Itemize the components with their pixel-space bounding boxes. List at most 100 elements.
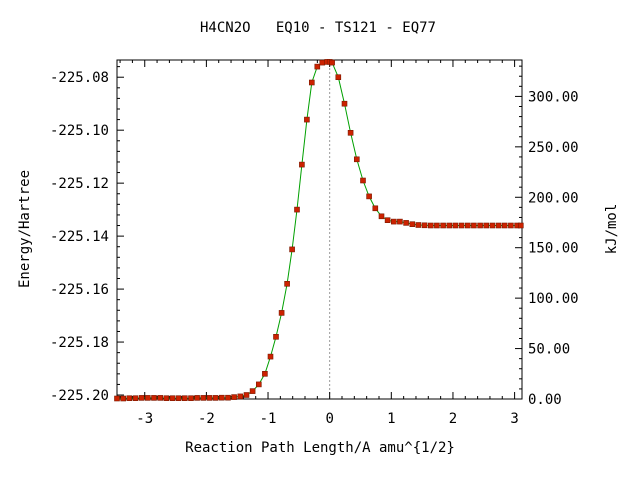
data-point [347, 130, 354, 136]
data-point [353, 156, 360, 163]
x-axis-tick-labels: -3 -2 -1 0 1 2 3 [136, 411, 519, 427]
data-point [138, 395, 145, 401]
data-point [501, 222, 508, 229]
energy-curve [117, 61, 521, 399]
data-point [440, 222, 446, 229]
data-point [188, 395, 194, 402]
x-axis-label: Reaction Path Length/A amu^{1/2} [185, 440, 455, 456]
y2-tick-label: 150.00 [528, 241, 579, 257]
y-axis-tick-labels: -225.08 -225.10 -225.12 -225.14 -225.16 -225.… [50, 70, 109, 404]
data-point [206, 395, 213, 401]
y2-tick-label: 200.00 [528, 190, 579, 206]
y2-tick-label: 100.00 [528, 291, 579, 307]
y2-tick-label: 50.00 [528, 342, 570, 358]
data-point [304, 116, 310, 123]
axis-ticks [117, 60, 522, 400]
data-point [243, 392, 250, 398]
data-point [458, 222, 465, 229]
data-point [360, 177, 366, 184]
data-point [231, 394, 237, 400]
data-point [219, 394, 225, 401]
data-point [126, 395, 133, 402]
y-axis-label: Energy/Hartree [17, 170, 33, 288]
data-point [182, 395, 188, 402]
y2-axis-tick-labels: 300.00 250.00 200.00 150.00 100.00 50.00 0.00 [528, 89, 579, 408]
data-point [372, 205, 379, 212]
data-point [308, 79, 315, 86]
data-point [299, 161, 305, 168]
x-tick-label: 2 [449, 411, 457, 427]
data-point [151, 395, 157, 401]
data-point [415, 222, 422, 228]
data-point [427, 222, 434, 229]
data-point [145, 395, 151, 401]
data-point [175, 395, 182, 402]
data-point [237, 393, 244, 400]
data-point [329, 59, 335, 66]
data-point [434, 222, 440, 229]
data-point [289, 246, 295, 253]
data-point [489, 222, 496, 229]
y-tick-label: -225.08 [50, 70, 109, 86]
data-point [157, 395, 163, 401]
data-point [341, 100, 348, 107]
data-point [314, 63, 321, 70]
data-point [278, 310, 285, 316]
y2-tick-label: 300.00 [528, 89, 579, 105]
y-tick-label: -225.10 [50, 123, 109, 139]
data-point [495, 222, 502, 229]
data-point [132, 395, 139, 402]
data-point [508, 222, 514, 229]
data-point [120, 395, 126, 402]
x-tick-label: -1 [260, 411, 277, 427]
data-point [335, 74, 342, 80]
data-point [114, 395, 120, 402]
data-point [267, 353, 274, 360]
data-point [409, 221, 416, 227]
data-point [517, 222, 524, 229]
data-point [483, 222, 490, 229]
data-point [163, 395, 170, 402]
data-point [294, 206, 300, 213]
data-point [255, 381, 262, 388]
y2-tick-label: 0.00 [528, 392, 562, 408]
y-tick-label: -225.14 [50, 229, 109, 245]
y-tick-label: -225.18 [50, 335, 109, 351]
data-point [446, 222, 453, 229]
data-point [452, 222, 459, 229]
x-tick-label: -2 [198, 411, 215, 427]
data-point [200, 395, 207, 401]
data-point [194, 395, 200, 401]
x-tick-label: 0 [325, 411, 333, 427]
x-tick-label: 3 [510, 411, 518, 427]
y-tick-label: -225.12 [50, 176, 109, 192]
data-point [464, 222, 471, 229]
data-point [284, 280, 290, 287]
data-point [273, 333, 279, 340]
data-point [421, 222, 428, 229]
data-point [262, 370, 268, 377]
data-point [378, 213, 385, 220]
data-point [169, 395, 176, 402]
chart-title: H4CN2O EQ10 - TS121 - EQ77 [200, 20, 436, 36]
data-point [471, 222, 477, 229]
y2-tick-label: 250.00 [528, 140, 579, 156]
y-tick-label: -225.20 [50, 388, 109, 404]
data-point [366, 193, 372, 200]
data-point [403, 220, 409, 226]
data-point [249, 388, 256, 394]
data-point [397, 218, 403, 225]
y2-axis-label: kJ/mol [604, 204, 620, 255]
data-point [477, 222, 483, 229]
data-point [319, 59, 326, 66]
plot-frame [116, 59, 523, 400]
data-point [384, 217, 391, 223]
y-tick-label: -225.16 [50, 282, 109, 298]
data-point [390, 218, 397, 225]
data-point [212, 395, 219, 401]
data-point [225, 394, 231, 401]
x-tick-label: 1 [387, 411, 395, 427]
data-points [114, 59, 524, 402]
x-tick-label: -3 [136, 411, 153, 427]
